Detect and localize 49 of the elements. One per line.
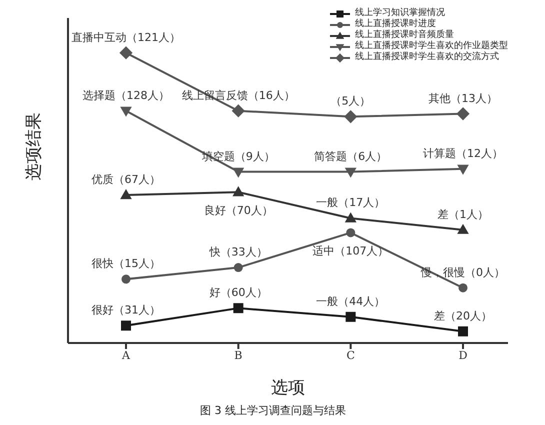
- x-tick-label: D: [458, 348, 468, 362]
- point: [232, 168, 244, 178]
- annotation: 好（60人）: [209, 286, 268, 300]
- legend-label: 线上直播授课时学生喜欢的作业题类型: [355, 41, 508, 52]
- annotation: 差（20人）: [434, 309, 492, 322]
- point: [232, 104, 245, 118]
- annotation: 很快（15人）: [92, 257, 160, 270]
- point: [234, 263, 243, 272]
- point: [458, 326, 468, 336]
- point: [233, 303, 244, 314]
- annotation: 优质（67人）: [92, 173, 160, 186]
- annotation: 计算题（12人）: [423, 146, 503, 160]
- point: [120, 106, 132, 116]
- annotation: 一般（17人）: [316, 196, 386, 210]
- point: [345, 168, 356, 178]
- point: [458, 224, 468, 234]
- annotation: （5人）: [330, 94, 371, 108]
- annotation: 简答题（6人）: [314, 150, 388, 163]
- point: [346, 228, 356, 238]
- legend-label: 线上直播授课时进度: [355, 19, 436, 30]
- annotation: 快（33人）: [208, 246, 268, 259]
- annotation: 选择题（128人）: [82, 88, 170, 102]
- point: [232, 186, 244, 196]
- point: [458, 164, 468, 174]
- annotation: 其他（13人）: [428, 92, 498, 105]
- legend-label: 线上直播授课时音频质量: [355, 30, 454, 40]
- annotation: 适中（107人）: [312, 244, 389, 258]
- annotation: 良好（70人）: [204, 204, 273, 218]
- point: [122, 274, 130, 284]
- annotation: 很好（31人）: [92, 304, 160, 317]
- point: [458, 283, 468, 292]
- caption: 图 3 线上学习调查问题与结果: [199, 403, 347, 418]
- x-tick-label: C: [346, 348, 355, 362]
- annotation: 直播中互动（121人）: [72, 30, 180, 44]
- annotation: 差（1人）: [438, 208, 488, 221]
- point: [344, 110, 358, 124]
- legend-label: 线上直播授课时学生喜欢的交流方式: [355, 52, 499, 63]
- x-tick-label: A: [121, 348, 132, 362]
- legend-label: 线上学习知识掌握情况: [355, 8, 445, 18]
- x-tick-label: B: [234, 348, 242, 362]
- point: [346, 312, 356, 322]
- point: [120, 46, 132, 60]
- point: [456, 107, 470, 120]
- x-axis-title: 选项: [271, 378, 305, 398]
- annotation: 一般（44人）: [316, 294, 386, 308]
- point: [121, 320, 131, 331]
- point: [345, 212, 356, 222]
- point: [120, 190, 132, 200]
- y-axis-title: 选项结果: [24, 112, 44, 180]
